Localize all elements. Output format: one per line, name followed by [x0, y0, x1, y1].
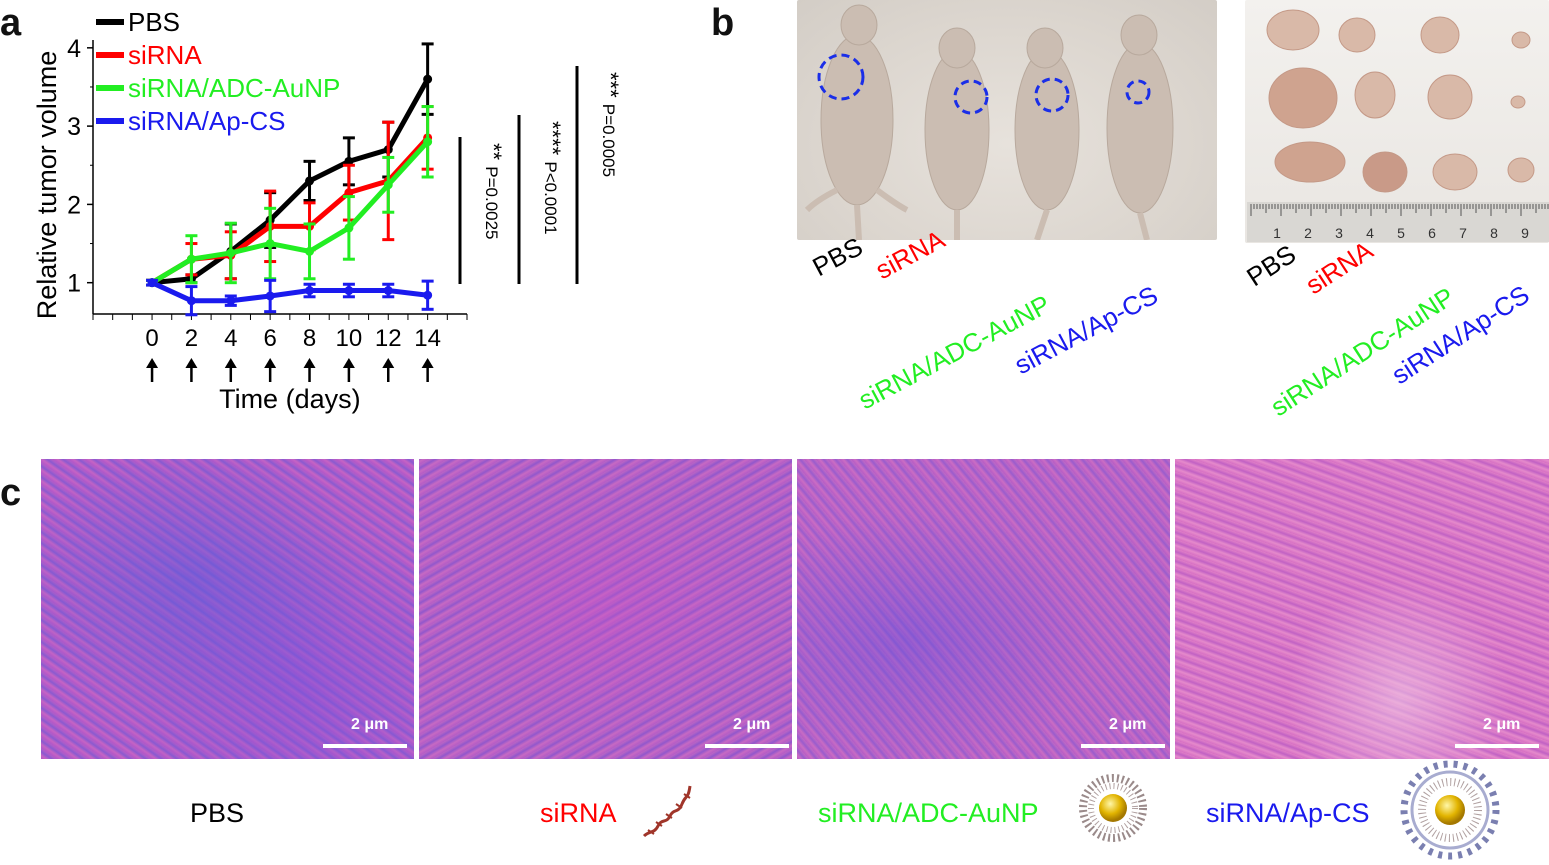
- dosing-arrow-head: [146, 358, 159, 368]
- histology-image-sirna-adc-aunp: 2 μm: [797, 459, 1170, 759]
- scale-bar: [323, 744, 407, 748]
- significance-stars: ***: [598, 72, 623, 104]
- scale-label: 2 μm: [351, 716, 389, 733]
- x-axis-label: Time (days): [219, 384, 361, 414]
- mice-photo: [797, 0, 1217, 241]
- data-point: [186, 296, 196, 306]
- data-point: [305, 286, 315, 296]
- ruler-number: 2: [1304, 225, 1312, 241]
- y-tick-label: 2: [67, 191, 81, 219]
- scale-label: 2 μm: [1483, 716, 1521, 733]
- significance-stars: **: [481, 143, 506, 166]
- x-tick-label: 0: [145, 325, 158, 352]
- ruler-number: 8: [1490, 225, 1498, 241]
- tumor-label-sirna: siRNA: [1300, 234, 1379, 301]
- y-tick-label: 3: [67, 113, 81, 141]
- scale-label: 2 μm: [1109, 716, 1147, 733]
- data-point: [344, 286, 354, 296]
- series-line: [151, 280, 428, 304]
- aptamer-chitosan-nanoparticle-icon: [1400, 760, 1500, 860]
- data-point: [423, 290, 433, 300]
- scale-bar: [1081, 744, 1165, 748]
- x-tick-label: 6: [263, 325, 276, 352]
- histology-label-pbs: PBS: [190, 798, 245, 828]
- dosing-arrow-head: [303, 358, 316, 368]
- data-point: [226, 296, 236, 306]
- x-tick-label: 2: [185, 325, 198, 352]
- data-point: [344, 188, 354, 198]
- ruler-number: 1: [1273, 225, 1281, 241]
- ruler-number: 9: [1521, 225, 1529, 241]
- histology-image-pbs: 2 μm: [41, 459, 414, 759]
- dosing-arrow-head: [224, 358, 237, 368]
- legend-entry: PBS: [128, 7, 180, 37]
- ruler-ticks: 12345678910: [1250, 204, 1549, 241]
- data-point: [383, 180, 393, 190]
- series-line: [151, 77, 430, 286]
- x-tick-label: 8: [303, 325, 316, 352]
- significance-p-value: P=0.0025: [482, 166, 501, 239]
- ruler-number: 6: [1428, 225, 1436, 241]
- data-point: [423, 74, 433, 84]
- scale-bar: [1455, 744, 1539, 748]
- histology-image-sirna-ap-cs: 2 μm: [1175, 459, 1549, 759]
- histology-label-sirna-ap-cs: siRNA/Ap-CS: [1206, 798, 1370, 828]
- data-point: [423, 137, 433, 147]
- legend-entry: siRNA/ADC-AuNP: [128, 73, 340, 103]
- significance-p-value: P<0.0001: [541, 161, 560, 234]
- y-axis-label: Relative tumor volume: [32, 51, 62, 320]
- histology-label-sirna: siRNA: [540, 798, 617, 828]
- significance-label: **** P<0.0001: [540, 121, 565, 235]
- series-line: [150, 140, 430, 285]
- data-point: [265, 239, 275, 249]
- data-point: [383, 286, 393, 296]
- x-tick-label: 12: [375, 325, 402, 352]
- ruler-number: 7: [1459, 225, 1467, 241]
- scale-bar: [705, 744, 789, 748]
- data-point: [305, 176, 315, 186]
- x-tick-label: 4: [224, 325, 237, 352]
- panel-letter-a: a: [0, 2, 22, 44]
- significance-p-value: P=0.0005: [599, 104, 618, 177]
- x-tick-label: 14: [414, 325, 441, 352]
- data-point: [186, 254, 196, 264]
- dosing-arrow-head: [382, 358, 395, 368]
- tumor-illustration: [1266, 9, 1535, 193]
- data-point: [265, 291, 275, 301]
- dosing-arrow-head: [421, 358, 434, 368]
- panel-letter-b: b: [711, 2, 735, 44]
- y-tick-label: 4: [67, 35, 81, 63]
- ruler: 12345678910: [1247, 202, 1549, 242]
- significance-stars: ****: [540, 121, 565, 161]
- y-tick-label: 1: [67, 270, 81, 298]
- gold-nanoparticle-icon: [1079, 774, 1147, 842]
- ruler-number: 4: [1366, 225, 1374, 241]
- data-point: [344, 223, 354, 233]
- data-point: [305, 246, 315, 256]
- histology-label-sirna-adc-aunp: siRNA/ADC-AuNP: [818, 798, 1039, 828]
- tumor-label-pbs: PBS: [1241, 238, 1302, 293]
- significance-label: *** P=0.0005: [598, 72, 623, 177]
- x-tick-label: 10: [336, 325, 363, 352]
- dosing-arrow-head: [264, 358, 277, 368]
- data-point: [344, 156, 354, 166]
- mice-illustration: [804, 4, 1174, 241]
- legend-entry: siRNA: [128, 40, 202, 70]
- ruler-number: 5: [1397, 225, 1405, 241]
- scale-label: 2 μm: [733, 716, 771, 733]
- data-point: [226, 248, 236, 258]
- legend-entry: siRNA/Ap-CS: [128, 106, 285, 136]
- panel-letter-c: c: [0, 472, 22, 514]
- data-point: [147, 278, 157, 288]
- histology-image-sirna: 2 μm: [419, 459, 792, 759]
- dosing-arrow-head: [342, 358, 355, 368]
- dosing-arrow-head: [185, 358, 198, 368]
- sirna-strand-icon: [642, 785, 692, 838]
- significance-label: ** P=0.0025: [481, 143, 506, 240]
- ruler-number: 3: [1335, 225, 1343, 241]
